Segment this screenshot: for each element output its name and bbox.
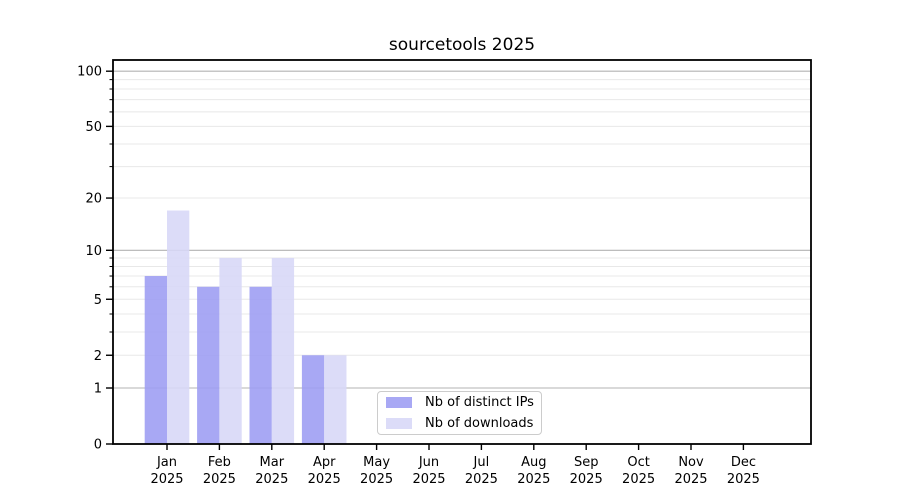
x-axis-ticks: Jan 2025 Feb 2025 Mar 2025 Apr 2025 May 2025 Jun 20…: [150, 444, 760, 487]
legend-swatch-downloads: [386, 418, 412, 429]
y-tick-label: 20: [85, 192, 102, 207]
y-tick-label: 0: [94, 438, 102, 453]
bar-nb-of-downloads-mar: [271, 257, 295, 444]
x-tick-label-year: 2025: [465, 472, 498, 487]
x-tick-label-month: Mar: [260, 455, 285, 470]
x-tick-label-month: Oct: [627, 455, 649, 470]
legend: Nb of distinct IPs Nb of downloads: [377, 391, 542, 435]
legend-label-distinct-ips: Nb of distinct IPs: [425, 395, 534, 410]
axis-frame: [112, 59, 812, 445]
x-tick-label-year: 2025: [360, 472, 393, 487]
legend-swatch-distinct-ips: [386, 397, 412, 408]
x-tick-label-month: Nov: [678, 455, 704, 470]
x-tick-label-month: Aug: [521, 455, 546, 470]
chart-title: sourcetools 2025: [388, 35, 536, 55]
legend-item-downloads: Nb of downloads: [386, 414, 541, 433]
y-tick-label: 5: [94, 293, 102, 308]
y-tick-label: 10: [85, 244, 102, 259]
legend-label-downloads: Nb of downloads: [425, 416, 534, 431]
bar-nb-of-downloads-apr: [324, 355, 347, 444]
y-tick-label: 1: [94, 382, 102, 397]
bar-nb-of-distinct-ips-apr: [301, 355, 325, 444]
x-tick-label-year: 2025: [622, 472, 655, 487]
x-tick-label-month: Feb: [208, 455, 231, 470]
x-tick-label-month: Apr: [313, 455, 336, 470]
bar-nb-of-distinct-ips-feb: [197, 286, 220, 444]
x-tick-label-month: Jan: [156, 455, 177, 470]
x-tick-label-year: 2025: [674, 472, 707, 487]
bar-nb-of-downloads-feb: [219, 257, 242, 444]
bar-nb-of-distinct-ips-mar: [249, 286, 272, 444]
x-tick-label-year: 2025: [203, 472, 236, 487]
y-tick-label: 50: [85, 120, 102, 135]
x-tick-label-month: Sep: [574, 455, 599, 470]
y-tick-label: 100: [77, 65, 102, 80]
x-tick-label-month: May: [363, 455, 390, 470]
y-tick-label: 2: [94, 349, 102, 364]
x-tick-label-year: 2025: [308, 472, 341, 487]
y-axis-ticks: 0 1 2 5 10 20 50 100: [77, 65, 113, 453]
x-tick-label-year: 2025: [517, 472, 550, 487]
bars-group: [144, 210, 347, 444]
x-tick-label-year: 2025: [255, 472, 288, 487]
bar-nb-of-distinct-ips-jan: [144, 276, 167, 444]
x-tick-label-year: 2025: [727, 472, 760, 487]
x-tick-label-year: 2025: [150, 472, 183, 487]
x-tick-label-month: Jun: [418, 455, 439, 470]
legend-item-distinct-ips: Nb of distinct IPs: [386, 393, 541, 412]
y-grid-minor: [113, 79, 811, 356]
x-tick-label-year: 2025: [412, 472, 445, 487]
x-tick-label-month: Jul: [473, 455, 490, 470]
bar-nb-of-downloads-jan: [167, 210, 190, 444]
x-tick-label-year: 2025: [570, 472, 603, 487]
x-tick-label-month: Dec: [731, 455, 756, 470]
